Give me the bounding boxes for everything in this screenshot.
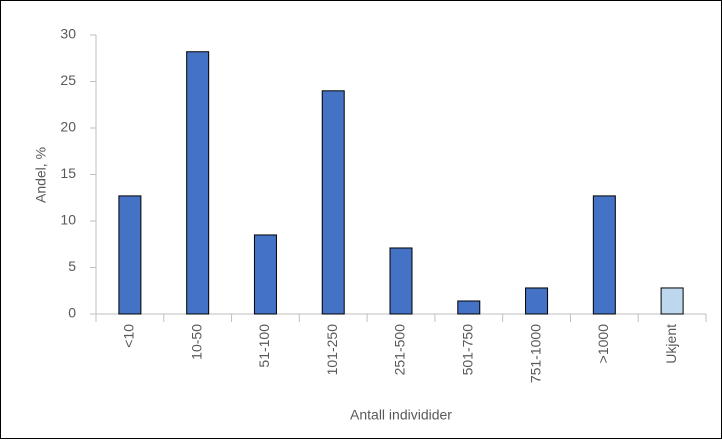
y-tick-label: 5 (68, 258, 76, 274)
y-tick-label: 0 (68, 305, 76, 321)
bar (389, 247, 413, 315)
x-tick-label: >1000 (595, 324, 611, 364)
x-tick-label: 751-1000 (527, 324, 543, 383)
x-tick-label: <10 (121, 324, 137, 348)
x-tick-label: 501-750 (459, 324, 475, 376)
bar (457, 300, 481, 315)
x-tick-label: 51-100 (256, 324, 272, 368)
x-tick-label: 101-250 (324, 324, 340, 376)
bar (321, 90, 345, 315)
bar (253, 234, 277, 315)
bar (118, 195, 142, 315)
bar (592, 195, 616, 315)
bar (525, 287, 549, 315)
x-tick-label: Ukjent (663, 324, 679, 364)
y-tick-label: 15 (60, 165, 76, 181)
y-axis-title: Andel, % (33, 147, 49, 203)
y-tick-label: 10 (60, 212, 76, 228)
x-tick-label: 251-500 (392, 324, 408, 376)
y-tick-label: 20 (60, 119, 76, 135)
x-tick-label: 10-50 (188, 324, 204, 360)
x-axis-title: Antall individider (350, 407, 452, 423)
y-tick-label: 30 (60, 26, 76, 42)
y-tick-label: 25 (60, 72, 76, 88)
bar (186, 51, 210, 315)
bar (660, 287, 684, 315)
